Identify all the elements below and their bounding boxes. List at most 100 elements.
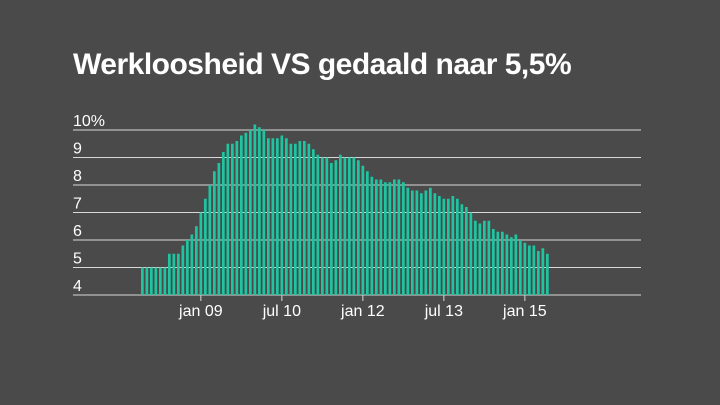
x-tick-label: jul 10	[262, 303, 301, 320]
bar	[366, 171, 369, 295]
bar	[379, 179, 383, 295]
bar	[465, 207, 468, 295]
bar	[523, 242, 527, 295]
bar	[195, 226, 198, 295]
bar	[285, 138, 288, 295]
bar	[492, 229, 495, 295]
bar	[244, 132, 248, 295]
bar	[307, 143, 311, 295]
bar	[181, 245, 185, 295]
bar	[163, 267, 167, 295]
bar	[532, 245, 536, 295]
bar	[406, 187, 410, 295]
bar	[397, 179, 401, 295]
bar	[334, 160, 338, 295]
x-tick-label: jan 09	[178, 303, 223, 320]
bar	[487, 220, 491, 295]
bar	[415, 190, 419, 295]
bar	[528, 245, 531, 295]
bar	[289, 143, 293, 295]
bar	[325, 157, 329, 295]
bar	[276, 138, 279, 295]
bar	[231, 143, 234, 295]
bar	[384, 182, 387, 295]
bar	[546, 253, 549, 295]
bar	[361, 165, 365, 295]
bar	[339, 154, 342, 295]
bar	[357, 160, 360, 295]
bar	[208, 185, 212, 295]
y-tick-label: 10%	[73, 113, 105, 130]
bar	[303, 141, 306, 295]
bar	[352, 157, 356, 295]
bar	[429, 187, 432, 295]
bar	[514, 234, 518, 295]
bar	[249, 130, 252, 295]
y-tick-label: 8	[73, 168, 82, 185]
bar	[258, 127, 261, 295]
bar	[154, 267, 158, 295]
bar	[298, 141, 302, 295]
bar	[321, 157, 324, 295]
bar	[460, 204, 464, 295]
bar	[537, 251, 540, 295]
bar	[222, 152, 225, 295]
bar	[375, 179, 378, 295]
bar	[478, 223, 482, 295]
y-tick-label: 9	[73, 141, 82, 158]
bar	[442, 198, 446, 295]
bar	[235, 141, 239, 295]
bar	[330, 163, 333, 295]
bar	[393, 179, 396, 295]
bar	[312, 149, 315, 295]
bar	[388, 182, 392, 295]
bar	[501, 231, 504, 295]
bar	[447, 198, 450, 295]
bar	[420, 193, 423, 295]
bar	[411, 190, 414, 295]
bar	[280, 135, 284, 295]
bar	[262, 130, 266, 295]
bar	[451, 196, 455, 295]
bar	[343, 157, 347, 295]
bar	[271, 138, 275, 295]
bar	[438, 196, 441, 295]
bar	[483, 220, 486, 295]
bar	[519, 240, 522, 295]
bar	[469, 212, 473, 295]
bar	[199, 212, 203, 295]
bar	[348, 157, 351, 295]
bar	[226, 143, 230, 295]
bar	[168, 253, 171, 295]
y-tick-label: 5	[73, 251, 82, 268]
bar	[141, 267, 144, 295]
bar	[217, 163, 221, 295]
bar	[496, 231, 500, 295]
chart-title: Werkloosheid VS gedaald naar 5,5%	[73, 48, 572, 81]
bar	[294, 143, 297, 295]
bar	[186, 240, 189, 295]
bar	[370, 176, 374, 295]
bar	[474, 220, 477, 295]
bar	[433, 193, 437, 295]
bar	[240, 135, 243, 295]
bar	[213, 171, 216, 295]
x-tick-label: jul 13	[424, 303, 463, 320]
bar	[204, 198, 207, 295]
bar	[177, 253, 180, 295]
bar	[316, 154, 320, 295]
bar	[172, 253, 176, 295]
bar	[267, 138, 270, 295]
bar	[253, 124, 257, 295]
y-tick-label: 7	[73, 196, 82, 213]
x-tick-label: jan 15	[502, 303, 547, 320]
x-tick-label: jan 12	[340, 303, 385, 320]
y-tick-label: 4	[73, 278, 82, 295]
y-tick-label: 6	[73, 223, 82, 240]
bar	[541, 248, 545, 295]
bar	[145, 267, 149, 295]
bar	[190, 234, 194, 295]
bar	[150, 267, 153, 295]
bar	[456, 198, 459, 295]
